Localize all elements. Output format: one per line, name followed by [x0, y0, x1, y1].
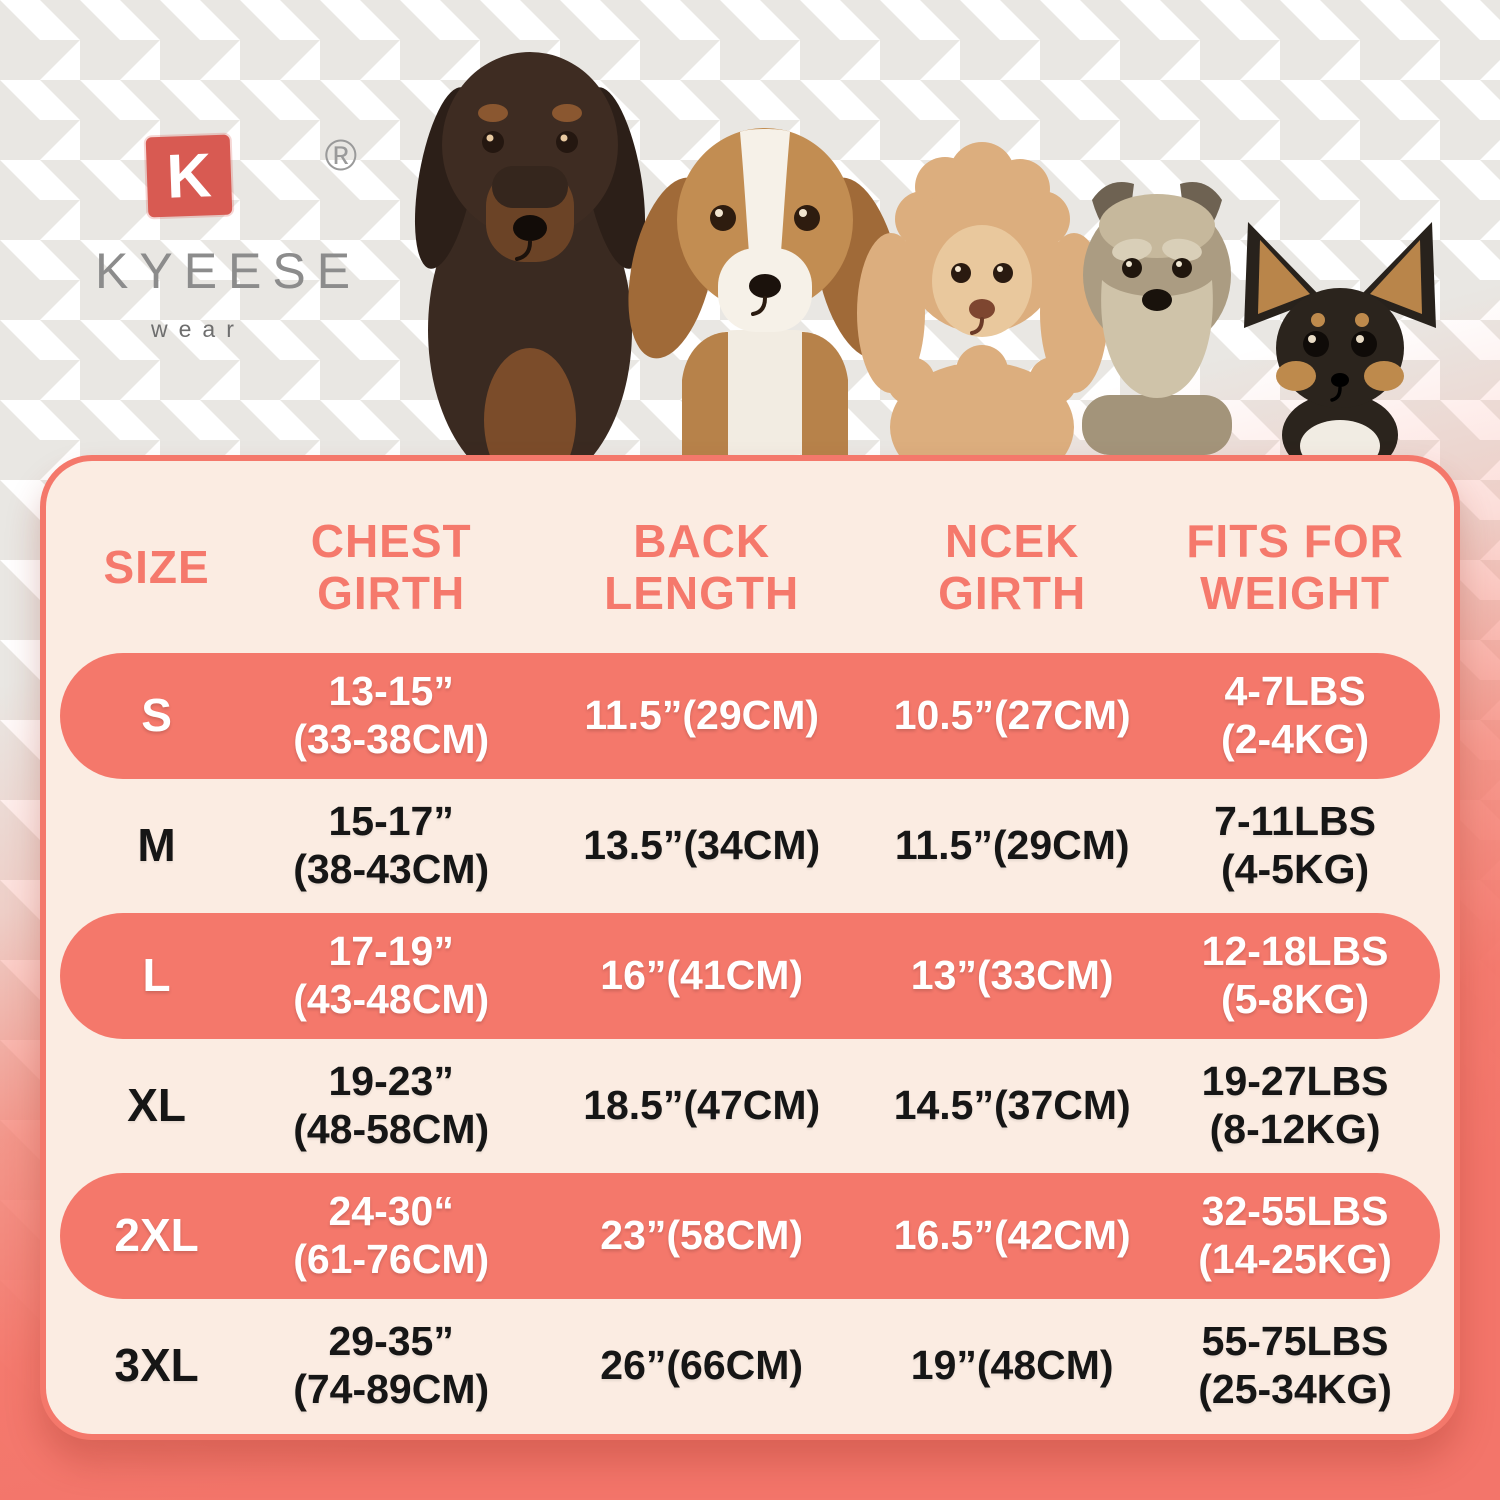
cell-chest-girth: 29-35” (74-89CM) [253, 1303, 529, 1429]
value-line: (74-89CM) [293, 1366, 490, 1412]
header-line: GIRTH [938, 567, 1087, 619]
dog-schnauzer-photo [1082, 182, 1232, 455]
cell-weight: 19-27LBS (8-12KG) [1150, 1043, 1440, 1169]
size-chart-table: SIZE CHEST GIRTH BACK LENGTH NCEK GIRTH … [40, 455, 1460, 1440]
column-header-fits-for-weight: FITS FOR WEIGHT [1150, 489, 1440, 647]
dog-doberman-photo [414, 52, 646, 455]
cell-back-length: 26”(66CM) [600, 1342, 804, 1389]
cell-size: L [142, 949, 171, 1002]
value-line: (5-8KG) [1221, 976, 1370, 1022]
brand-k-mark-icon: K [145, 134, 233, 218]
cell-weight: 32-55LBS (14-25KG) [1150, 1173, 1440, 1299]
table-body: S 13-15” (33-38CM) 11.5”(29CM) 10.5”(27C… [60, 653, 1440, 1429]
value-line: 13-15” [328, 668, 454, 715]
table-row-size-m: M 15-17” (38-43CM) 13.5”(34CM) 11.5”(29C… [60, 783, 1440, 909]
header-line: LENGTH [604, 567, 800, 619]
cell-size: M [137, 819, 176, 872]
header-line: WEIGHT [1200, 567, 1391, 619]
column-header-back-length: BACK LENGTH [529, 489, 874, 647]
cell-size: 2XL [114, 1209, 199, 1262]
cell-neck-girth: 10.5”(27CM) [893, 692, 1131, 739]
header-line: CHEST [310, 515, 472, 568]
value-line: 55-75LBS [1201, 1318, 1389, 1365]
cell-back-length: 23”(58CM) [600, 1212, 804, 1259]
value-line: (48-58CM) [293, 1106, 490, 1152]
value-line: 12-18LBS [1201, 928, 1389, 975]
value-line: 19-27LBS [1201, 1058, 1389, 1105]
table-row-size-2xl: 2XL 24-30“ (61-76CM) 23”(58CM) 16.5”(42C… [60, 1173, 1440, 1299]
cell-weight: 12-18LBS (5-8KG) [1150, 913, 1440, 1039]
cell-neck-girth: 13”(33CM) [910, 952, 1114, 999]
value-line: 15-17” [328, 798, 454, 845]
value-line: 32-55LBS [1201, 1188, 1389, 1235]
value-line: 29-35” [328, 1318, 454, 1365]
cell-back-length: 13.5”(34CM) [583, 822, 821, 869]
value-line: (14-25KG) [1198, 1236, 1392, 1282]
cell-chest-girth: 15-17” (38-43CM) [253, 783, 529, 909]
cell-chest-girth: 17-19” (43-48CM) [253, 913, 529, 1039]
brand-logo: K ® KYEESE wear [95, 131, 362, 343]
cell-neck-girth: 19”(48CM) [910, 1342, 1114, 1389]
value-line: (25-34KG) [1198, 1366, 1392, 1412]
header-line: NCEK [945, 515, 1080, 568]
header-line: BACK [633, 515, 771, 568]
cell-weight: 55-75LBS (25-34KG) [1150, 1303, 1440, 1429]
value-line: 4-7LBS [1224, 668, 1366, 715]
column-header-size: SIZE [60, 489, 253, 647]
header-line: SIZE [103, 541, 210, 594]
value-line: (33-38CM) [293, 716, 490, 762]
cell-weight: 7-11LBS (4-5KG) [1150, 783, 1440, 909]
cell-neck-girth: 11.5”(29CM) [894, 822, 1130, 869]
column-header-neck-girth: NCEK GIRTH [874, 489, 1150, 647]
registered-trademark-icon: ® [324, 131, 357, 180]
cell-back-length: 16”(41CM) [600, 952, 804, 999]
cell-neck-girth: 14.5”(37CM) [893, 1082, 1131, 1129]
table-header-row: SIZE CHEST GIRTH BACK LENGTH NCEK GIRTH … [60, 489, 1440, 647]
brand-tagline: wear [151, 316, 245, 342]
cell-chest-girth: 24-30“ (61-76CM) [253, 1173, 529, 1299]
cell-size: 3XL [114, 1339, 199, 1392]
cell-size: S [141, 689, 172, 742]
table-row-size-l: L 17-19” (43-48CM) 16”(41CM) 13”(33CM) 1… [60, 913, 1440, 1039]
value-line: (4-5KG) [1221, 846, 1370, 892]
value-line: (43-48CM) [293, 976, 490, 1022]
cell-chest-girth: 13-15” (33-38CM) [253, 653, 529, 779]
value-line: 19-23” [328, 1058, 454, 1105]
value-line: (38-43CM) [293, 846, 490, 892]
table-row-size-s: S 13-15” (33-38CM) 11.5”(29CM) 10.5”(27C… [60, 653, 1440, 779]
dog-chihuahua-photo [1244, 222, 1436, 455]
brand-name: KYEESE [95, 243, 362, 299]
header-line: GIRTH [317, 567, 466, 619]
value-line: (2-4KG) [1221, 716, 1370, 762]
value-line: (61-76CM) [293, 1236, 490, 1282]
header-line: FITS FOR [1186, 515, 1404, 568]
dog-poodle-photo [857, 142, 1108, 455]
table-row-size-3xl: 3XL 29-35” (74-89CM) 26”(66CM) 19”(48CM)… [60, 1303, 1440, 1429]
value-line: 24-30“ [328, 1188, 454, 1235]
value-line: (8-12KG) [1209, 1106, 1381, 1152]
table-row-size-xl: XL 19-23” (48-58CM) 18.5”(47CM) 14.5”(37… [60, 1043, 1440, 1169]
cell-weight: 4-7LBS (2-4KG) [1150, 653, 1440, 779]
cell-back-length: 18.5”(47CM) [583, 1082, 821, 1129]
cell-chest-girth: 19-23” (48-58CM) [253, 1043, 529, 1169]
cell-neck-girth: 16.5”(42CM) [893, 1212, 1131, 1259]
column-header-chest-girth: CHEST GIRTH [253, 489, 529, 647]
value-line: 7-11LBS [1214, 798, 1376, 845]
cell-size: XL [127, 1079, 186, 1132]
cell-back-length: 11.5”(29CM) [584, 692, 820, 739]
value-line: 17-19” [328, 928, 454, 975]
